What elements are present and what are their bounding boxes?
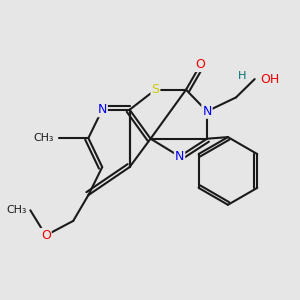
Text: O: O [41, 229, 51, 242]
Text: N: N [202, 105, 212, 118]
Text: CH₃: CH₃ [7, 205, 27, 215]
Text: N: N [175, 150, 184, 163]
Text: S: S [152, 83, 159, 96]
Text: OH: OH [260, 73, 280, 85]
Text: CH₃: CH₃ [34, 133, 54, 143]
Text: H: H [238, 71, 247, 81]
Text: O: O [196, 58, 206, 71]
Text: N: N [98, 103, 107, 116]
